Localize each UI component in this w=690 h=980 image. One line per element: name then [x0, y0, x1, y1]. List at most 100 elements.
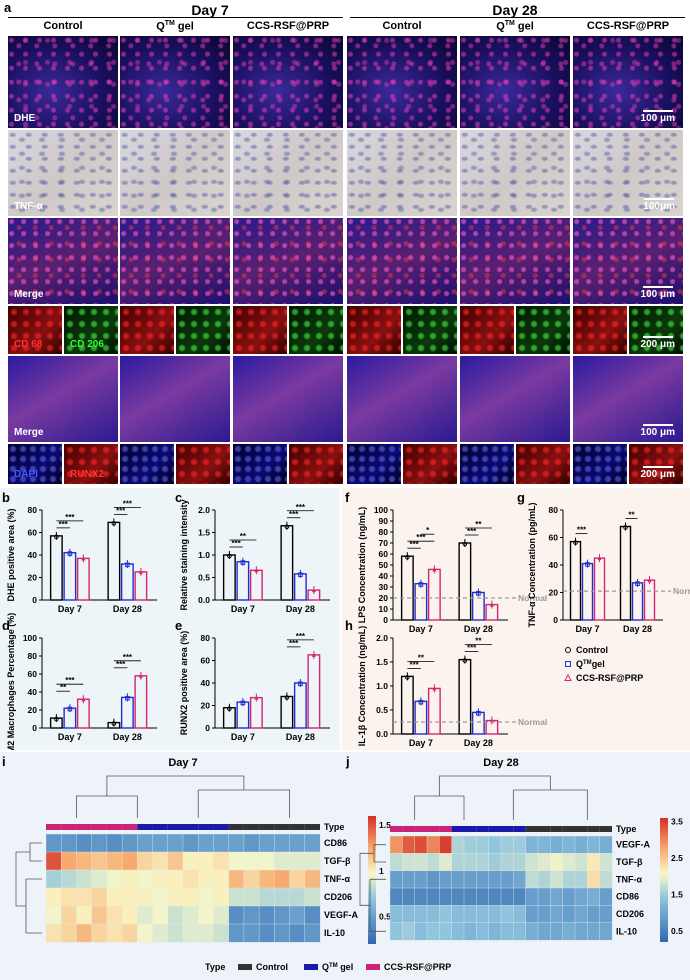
x-tick-label: Day 28	[286, 604, 315, 614]
column-header: CCS-RSF@PRP	[246, 20, 330, 32]
y-tick-label: 20	[549, 588, 559, 598]
type-bar-cell	[513, 826, 526, 832]
heatmap-cell	[289, 869, 306, 889]
x-tick-label: Day 7	[231, 732, 255, 742]
heatmap-cell	[402, 905, 416, 924]
heatmap-row-label: IL-10	[616, 926, 637, 936]
column-header-suffix: gel	[514, 20, 534, 33]
data-point	[418, 699, 424, 705]
heatmap-cell	[599, 835, 613, 854]
type-bar-cell	[599, 826, 612, 832]
data-point	[311, 588, 316, 593]
heatmap-cell	[426, 835, 440, 854]
bar	[134, 571, 148, 601]
data-point	[240, 560, 246, 565]
data-point	[81, 697, 86, 702]
y-tick-label: 10	[379, 604, 389, 614]
type-bar-cell	[390, 826, 403, 832]
heatmap-cell	[91, 887, 108, 907]
type-bar-cell	[550, 826, 563, 832]
heatmap-cell	[463, 887, 477, 906]
bar	[593, 557, 606, 621]
heatmap-cell	[152, 923, 169, 943]
column-header-tm: TM	[504, 20, 515, 27]
panel-letter: c	[175, 490, 182, 505]
type-bar-cell	[46, 824, 62, 830]
heatmap-cell	[289, 905, 306, 925]
heatmap-cell	[599, 922, 613, 941]
heatmap-cell	[76, 923, 93, 943]
data-point	[284, 524, 290, 530]
heatmap-cell	[243, 833, 260, 853]
heatmap-cell	[274, 887, 291, 907]
heatmap-cell	[414, 905, 428, 924]
data-point	[405, 675, 410, 680]
heatmap-row-label: CD86	[616, 892, 639, 902]
significance-label: ***	[409, 660, 419, 669]
color-scale-tick: 2.5	[671, 853, 683, 863]
heatmap-cell	[289, 887, 306, 907]
panel-letter: g	[517, 490, 525, 505]
heatmap-cell	[106, 869, 123, 889]
legend-label-suffix: gel	[592, 659, 605, 669]
heatmap-cell	[451, 835, 465, 854]
scale-bar: 100 μm	[641, 424, 675, 438]
heatmap-cell	[167, 887, 184, 907]
y-tick-label: 60	[549, 533, 559, 543]
scale-bar-line	[642, 424, 673, 426]
heatmap-cell	[91, 869, 108, 889]
heatmap-row-label: CD206	[616, 909, 644, 919]
panel-letter: d	[2, 618, 10, 633]
micrograph-tile: 200 μm	[629, 306, 683, 354]
type-bar-cell	[575, 826, 588, 832]
bar	[280, 695, 294, 729]
dendrogram-path	[414, 775, 588, 820]
bar	[569, 540, 582, 621]
y-tick-label: 80	[28, 505, 38, 515]
heatmap-cell	[525, 887, 539, 906]
heatmap-cell	[525, 835, 539, 854]
heatmap-cell	[121, 869, 138, 889]
data-point	[67, 551, 73, 556]
heatmap-cell	[451, 870, 465, 889]
column-header: CCS-RSF@PRP	[586, 20, 670, 32]
heatmap-cell	[61, 851, 77, 871]
x-tick-label: Day 28	[113, 604, 142, 614]
bar	[293, 682, 307, 729]
y-axis-label: Relative staining intensity	[179, 499, 189, 610]
data-point	[54, 716, 59, 722]
heatmap-cell	[121, 851, 138, 871]
heatmap-cell	[426, 922, 440, 941]
heatmap-cell	[76, 851, 93, 871]
micrograph-tile	[347, 356, 457, 442]
data-point	[138, 673, 143, 678]
bar	[643, 579, 656, 621]
heatmap-row-label: TNF-α	[324, 874, 350, 884]
color-scale-tick: 1.5	[671, 890, 683, 900]
heatmap-cell	[61, 923, 77, 943]
heatmap-cell	[488, 870, 502, 889]
heatmap-legend-label-main: Q	[322, 962, 329, 972]
heatmap-cell	[525, 853, 539, 872]
heatmap-cell	[274, 851, 291, 871]
heatmap-cell	[121, 833, 138, 853]
heatmap-cell	[599, 905, 613, 924]
type-bar-cell	[106, 824, 123, 830]
y-tick-label: 0.5	[198, 573, 210, 583]
data-point	[418, 582, 424, 587]
y-tick-label: 40	[28, 687, 38, 697]
heatmap-legend-label-sup: TM	[329, 963, 338, 969]
micrograph-tile	[233, 36, 343, 128]
heatmap-cell	[152, 851, 169, 871]
bar	[471, 591, 485, 621]
y-tick-label: 80	[201, 633, 211, 643]
heatmap-cell	[76, 887, 93, 907]
bar	[63, 552, 77, 601]
type-bar-cell	[274, 824, 290, 830]
color-scale-tick: 1.5	[379, 820, 391, 830]
y-tick-label: 50	[379, 560, 389, 570]
type-bar-cell	[76, 824, 92, 830]
y-tick-label: 0.0	[198, 595, 210, 605]
heatmap-cell	[76, 905, 93, 925]
heatmap-legend-label: Control	[256, 962, 288, 972]
